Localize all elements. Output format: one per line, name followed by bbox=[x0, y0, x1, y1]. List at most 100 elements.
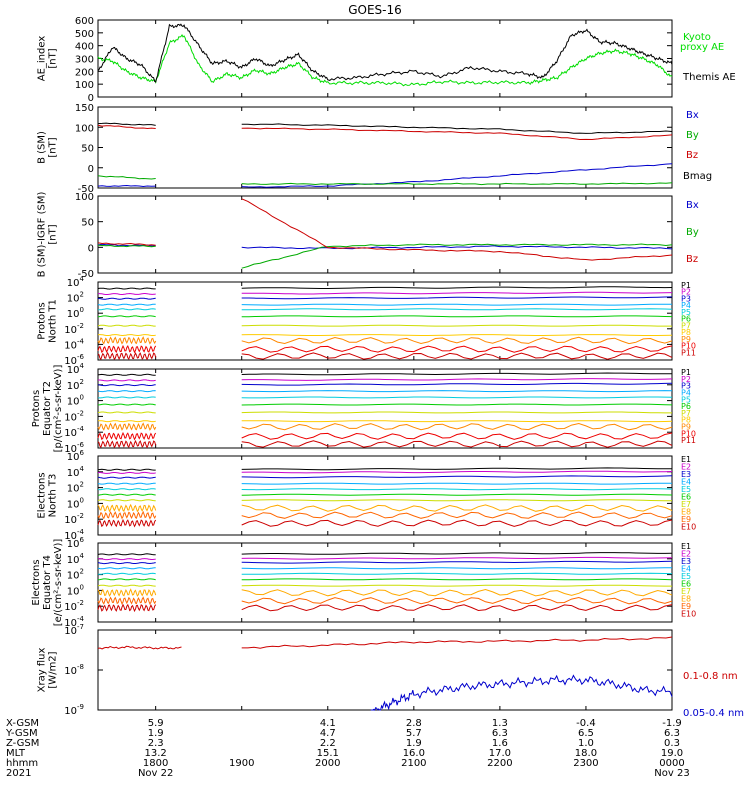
panel-frame bbox=[97, 542, 673, 623]
channel-label-P4: P4 bbox=[681, 388, 691, 397]
channel-label-P2: P2 bbox=[681, 375, 691, 384]
channel-line-E1 bbox=[97, 553, 156, 556]
y-tick-label: 102 bbox=[67, 568, 84, 582]
channel-line-P4 bbox=[241, 390, 673, 393]
channel-line-E9 bbox=[241, 596, 673, 605]
y-tick-label: 10-7 bbox=[64, 623, 84, 637]
y-axis-label: North T3 bbox=[48, 474, 59, 518]
channel-label-P9: P9 bbox=[681, 335, 691, 344]
x-row-label: Z-GSM bbox=[6, 738, 39, 749]
series-line bbox=[97, 23, 673, 83]
panel-frame bbox=[97, 455, 673, 536]
channel-line-E8 bbox=[97, 588, 157, 597]
channel-line-P9 bbox=[97, 422, 157, 431]
x-row-value: 15.1 bbox=[317, 748, 339, 759]
channel-label-E6: E6 bbox=[681, 580, 691, 589]
channel-line-P4 bbox=[97, 303, 156, 306]
channel-line-P6 bbox=[241, 403, 673, 406]
y-axis-label: Xray flux bbox=[37, 648, 48, 693]
channel-line-E8 bbox=[241, 588, 673, 597]
channel-line-E7 bbox=[97, 584, 156, 587]
x-row-value: Nov 23 bbox=[654, 768, 689, 779]
channel-line-E8 bbox=[241, 504, 673, 512]
channel-line-E4 bbox=[97, 482, 156, 485]
channel-line-E3 bbox=[241, 560, 673, 564]
channel-label-P2: P2 bbox=[681, 288, 691, 297]
channel-label-E1: E1 bbox=[681, 542, 691, 551]
legend-bz-2: Bz bbox=[686, 254, 698, 265]
y-tick-label: 300 bbox=[75, 55, 94, 66]
channel-line-E2 bbox=[97, 558, 156, 561]
channel-label-E2: E2 bbox=[681, 550, 691, 559]
channel-line-E10 bbox=[97, 603, 157, 613]
channel-line-P6 bbox=[241, 315, 673, 318]
channel-label-E2: E2 bbox=[681, 463, 691, 472]
x-row-value: 17.0 bbox=[489, 748, 511, 759]
channel-label-P7: P7 bbox=[681, 409, 691, 418]
y-tick-label: 10-4 bbox=[64, 337, 84, 351]
y-tick-label: 102 bbox=[67, 378, 84, 392]
channel-line-P2 bbox=[241, 291, 673, 295]
x-row-label: 2021 bbox=[6, 768, 31, 779]
panel-frame bbox=[97, 629, 673, 711]
y-tick-label: 100 bbox=[75, 192, 94, 203]
y-tick-label: 10-8 bbox=[64, 663, 84, 677]
x-row-value: 19.0 bbox=[661, 748, 683, 759]
y-tick-label: 10-2 bbox=[64, 409, 84, 423]
x-row-value: -1.9 bbox=[662, 718, 682, 729]
legend-themis-ae: Themis AE bbox=[682, 72, 736, 83]
channel-line-P9 bbox=[241, 422, 673, 431]
series-line bbox=[370, 674, 673, 711]
series-line bbox=[97, 124, 673, 141]
channel-label-E8: E8 bbox=[681, 595, 691, 604]
x-row-value: 1900 bbox=[229, 758, 254, 769]
channel-line-P10 bbox=[241, 432, 673, 440]
channel-line-P11 bbox=[241, 440, 673, 448]
y-tick-label: 100 bbox=[75, 123, 94, 134]
channel-line-P3 bbox=[97, 384, 156, 387]
channel-line-P2 bbox=[97, 292, 156, 295]
channel-line-E6 bbox=[241, 493, 673, 496]
y-tick-label: 100 bbox=[75, 80, 94, 91]
channel-label-E9: E9 bbox=[681, 602, 691, 611]
legends: P1P2P3P4P5P6P7P8P9P10P11P1P2P3P4P5P6P7P8… bbox=[680, 32, 744, 719]
channel-label-P10: P10 bbox=[681, 429, 696, 438]
channel-line-E1 bbox=[97, 468, 156, 471]
x-row-value: 6.3 bbox=[492, 728, 508, 739]
y-axis-label: [nT] bbox=[48, 48, 59, 68]
y-tick-label: 50 bbox=[81, 144, 94, 155]
y-axis-label: Equator T4 bbox=[42, 555, 53, 610]
channel-label-P1: P1 bbox=[681, 368, 691, 377]
series-line bbox=[97, 636, 673, 650]
y-tick-label: 100 bbox=[67, 583, 84, 597]
legend-bx-1: Bx bbox=[686, 110, 699, 121]
channel-label-P9: P9 bbox=[681, 423, 691, 432]
channel-line-P1 bbox=[241, 286, 673, 289]
panel-frame bbox=[97, 195, 673, 274]
x-row-value: 16.0 bbox=[403, 748, 425, 759]
x-row-value: 2.2 bbox=[320, 738, 336, 749]
channel-line-P9 bbox=[241, 336, 673, 345]
channel-line-P5 bbox=[98, 308, 156, 311]
y-tick-label: 104 bbox=[67, 362, 85, 376]
x-row-value: 2.8 bbox=[406, 718, 422, 729]
x-row-value: 2300 bbox=[573, 758, 598, 769]
series-line bbox=[97, 122, 673, 134]
x-row-label: hhmm bbox=[6, 758, 38, 769]
x-row-value: Nov 22 bbox=[138, 768, 173, 779]
legend-bz-1: Bz bbox=[686, 150, 698, 161]
x-row-value: 5.9 bbox=[148, 718, 164, 729]
y-tick-label: 104 bbox=[67, 275, 85, 289]
y-tick-label: 50 bbox=[81, 218, 94, 229]
x-row-value: 6.5 bbox=[578, 728, 594, 739]
x-row-value: -0.4 bbox=[576, 718, 596, 729]
y-axis-label: Equator T2 bbox=[42, 381, 53, 436]
panel-2: 150 100 50 0 -50 B (SM) [nT] bbox=[37, 103, 673, 195]
channel-label-E10: E10 bbox=[681, 610, 696, 619]
channel-label-P5: P5 bbox=[681, 395, 691, 404]
channel-line-P4 bbox=[97, 390, 156, 393]
panel-frame bbox=[97, 281, 673, 361]
y-tick-label: 10-4 bbox=[64, 425, 84, 439]
y-tick-label: 102 bbox=[67, 481, 84, 495]
